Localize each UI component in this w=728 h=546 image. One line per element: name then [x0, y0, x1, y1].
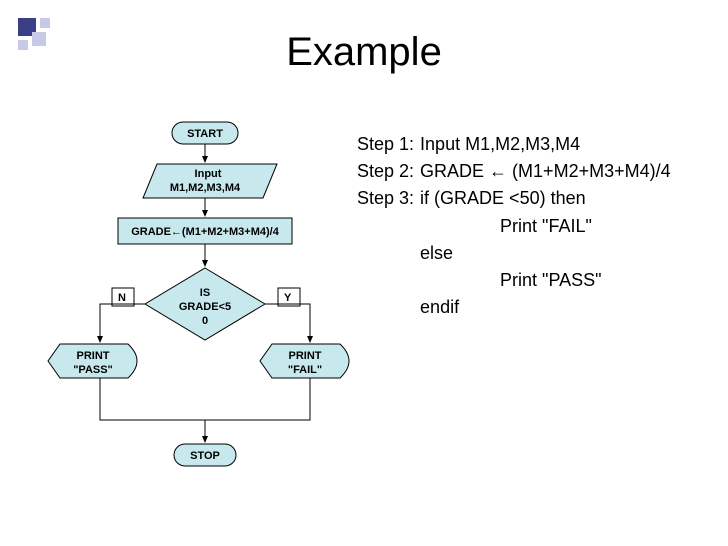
step-3-line2: Print "FAIL"	[420, 214, 592, 239]
stop-node: STOP	[174, 444, 236, 466]
step-2-text: GRADE ← (M1+M2+M3+M4)/4	[420, 159, 675, 184]
step-2-label: Step 2:	[357, 159, 418, 184]
svg-text:N: N	[118, 292, 126, 304]
svg-text:Y: Y	[284, 292, 292, 304]
svg-text:GRADE←(M1+M2+M3+M4)/4: GRADE←(M1+M2+M3+M4)/4	[131, 226, 280, 238]
page-title: Example	[0, 30, 728, 75]
svg-text:STOP: STOP	[190, 450, 220, 462]
svg-text:START: START	[187, 128, 223, 140]
svg-text:PRINT: PRINT	[289, 350, 322, 362]
branch-n-label: N	[112, 288, 134, 306]
edge	[205, 378, 310, 420]
svg-text:PRINT: PRINT	[77, 350, 110, 362]
svg-text:"PASS": "PASS"	[73, 364, 113, 376]
svg-text:"FAIL": "FAIL"	[288, 364, 322, 376]
step-3-line5: endif	[420, 295, 675, 320]
edge	[265, 304, 310, 342]
step-3-label: Step 3:	[357, 186, 418, 211]
svg-text:M1,M2,M3,M4: M1,M2,M3,M4	[170, 182, 241, 194]
edge	[100, 304, 145, 342]
step-3-line4: Print "PASS"	[420, 268, 601, 293]
step-1-label: Step 1:	[357, 132, 418, 157]
algorithm-steps: Step 1: Input M1,M2,M3,M4 Step 2: GRADE …	[355, 130, 677, 322]
step-3-line1: if (GRADE <50) then	[420, 186, 675, 211]
edge	[100, 378, 205, 420]
input-node: Input M1,M2,M3,M4	[143, 164, 277, 198]
step-1-text: Input M1,M2,M3,M4	[420, 132, 675, 157]
svg-text:Input: Input	[195, 168, 222, 180]
step-3-line3: else	[420, 241, 675, 266]
svg-text:IS: IS	[200, 287, 210, 299]
decision-node: IS GRADE<5 0	[145, 268, 265, 340]
fail-node: PRINT "FAIL"	[260, 344, 349, 378]
svg-text:GRADE<5: GRADE<5	[179, 301, 231, 313]
pass-node: PRINT "PASS"	[48, 344, 137, 378]
flowchart: START Input M1,M2,M3,M4 GRADE←(M1+M2+M3+…	[30, 120, 370, 520]
branch-y-label: Y	[278, 288, 300, 306]
svg-text:0: 0	[202, 315, 208, 327]
start-node: START	[172, 122, 238, 144]
process-node: GRADE←(M1+M2+M3+M4)/4	[118, 218, 292, 244]
